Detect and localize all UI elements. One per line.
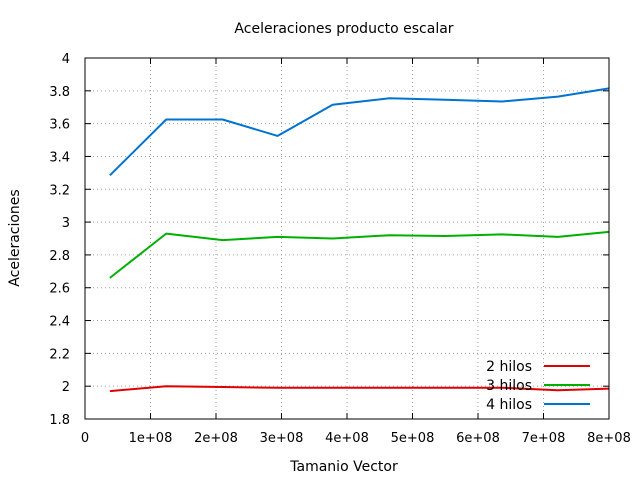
x-tick-label: 5e+08 bbox=[391, 431, 435, 446]
x-tick-label: 7e+08 bbox=[522, 431, 566, 446]
y-tick-label: 3.6 bbox=[49, 118, 70, 133]
x-tick-label: 3e+08 bbox=[260, 431, 304, 446]
y-tick-label: 2.2 bbox=[49, 347, 70, 362]
y-tick-label: 3 bbox=[62, 216, 70, 231]
x-axis-label: Tamanio Vector bbox=[289, 459, 398, 475]
series-lines bbox=[109, 87, 610, 393]
x-tick-label: 2e+08 bbox=[194, 431, 238, 446]
y-axis-label: Aceleraciones bbox=[7, 189, 23, 286]
series-line-3-hilos bbox=[109, 230, 610, 279]
axis-ticks: 0 1e+08 2e+08 3e+08 4e+08 5e+08 6e+08 7e+08 8e+0… bbox=[49, 52, 631, 446]
y-tick-label: 2.6 bbox=[49, 282, 70, 297]
y-tick-label: 4 bbox=[62, 52, 70, 67]
y-tick-label: 3.8 bbox=[49, 85, 70, 100]
grid bbox=[85, 58, 609, 419]
series-line-2-hilos bbox=[109, 385, 610, 393]
x-tick-label: 6e+08 bbox=[456, 431, 500, 446]
chart-title: Aceleraciones producto escalar bbox=[234, 21, 453, 37]
x-tick-label: 0 bbox=[81, 431, 89, 446]
legend: 2 hilos 3 hilos 4 hilos bbox=[486, 359, 590, 413]
legend-label: 4 hilos bbox=[486, 397, 532, 413]
y-tick-label: 1.8 bbox=[49, 413, 70, 428]
y-tick-label: 3.2 bbox=[49, 183, 70, 198]
legend-label: 2 hilos bbox=[486, 359, 532, 375]
x-tick-label: 4e+08 bbox=[325, 431, 369, 446]
y-tick-label: 2.8 bbox=[49, 249, 70, 264]
legend-label: 3 hilos bbox=[486, 378, 532, 394]
y-tick-label: 2.4 bbox=[49, 315, 70, 330]
x-tick-label: 1e+08 bbox=[129, 431, 173, 446]
x-tick-label: 8e+08 bbox=[587, 431, 631, 446]
series-line-4-hilos bbox=[109, 87, 610, 177]
y-tick-label: 3.4 bbox=[49, 150, 70, 165]
y-tick-label: 2 bbox=[62, 380, 70, 395]
